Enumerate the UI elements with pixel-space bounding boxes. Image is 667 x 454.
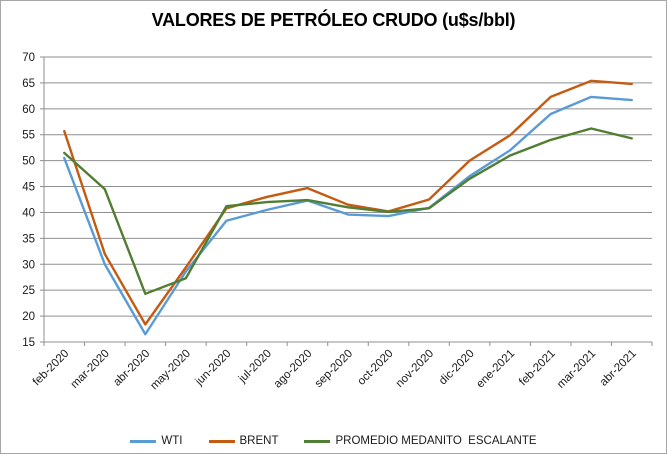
x-axis-label: jul-2020 [236,348,274,386]
chart-legend: WTI BRENT PROMEDIO MEDANITO ESCALANTE [1,435,666,447]
y-axis-label: 25 [22,285,35,297]
x-axis-label: dic-2020 [437,348,477,388]
legend-label: WTI [161,435,183,447]
x-axis-label: nov-2020 [394,348,436,390]
x-axis-label: abr-2020 [111,348,152,389]
y-axis-label: 40 [22,207,35,219]
x-axis-label: mar-2021 [555,348,598,391]
x-axis-label: may-2020 [148,348,193,393]
x-axis-label: abr-2021 [598,348,639,389]
wti-series-line [63,95,633,336]
x-axis-label: ago-2020 [272,348,315,391]
x-axis-label: sep-2020 [313,348,355,390]
y-axis-label: 50 [22,156,35,168]
x-axis-label: oct-2020 [356,348,396,388]
legend-label: BRENT [239,435,279,447]
brent-series-line [63,79,633,326]
y-axis-label: 15 [22,337,35,349]
y-axis-label: 55 [22,130,35,142]
y-axis-label: 35 [22,233,35,245]
legend-item-promedio: PROMEDIO MEDANITO ESCALANTE [304,435,537,447]
legend-line-swatch [130,439,157,443]
legend-item-wti: WTI [130,435,183,447]
legend-line-swatch [304,439,331,443]
legend-line-swatch [208,439,235,443]
chart-title: VALORES DE PETRÓLEO CRUDO (u$s/bbl) [151,10,516,30]
y-axis-label: 70 [22,52,35,64]
x-axis-label: feb-2020 [31,348,72,389]
y-axis-label: 20 [22,311,35,323]
legend-item-brent: BRENT [208,435,279,447]
y-axis-label: 45 [22,182,35,194]
promedio-series-line [63,127,633,296]
legend-label: PROMEDIO MEDANITO ESCALANTE [335,435,537,447]
x-axis-label: mar-2020 [69,348,112,391]
x-axis-label: jun-2020 [193,348,234,389]
y-axis-label: 60 [22,104,35,116]
y-axis-label: 30 [22,259,35,271]
x-axis-label: ene-2021 [474,348,517,391]
y-axis-label: 65 [22,78,35,90]
x-axis-label: feb-2021 [517,348,558,389]
